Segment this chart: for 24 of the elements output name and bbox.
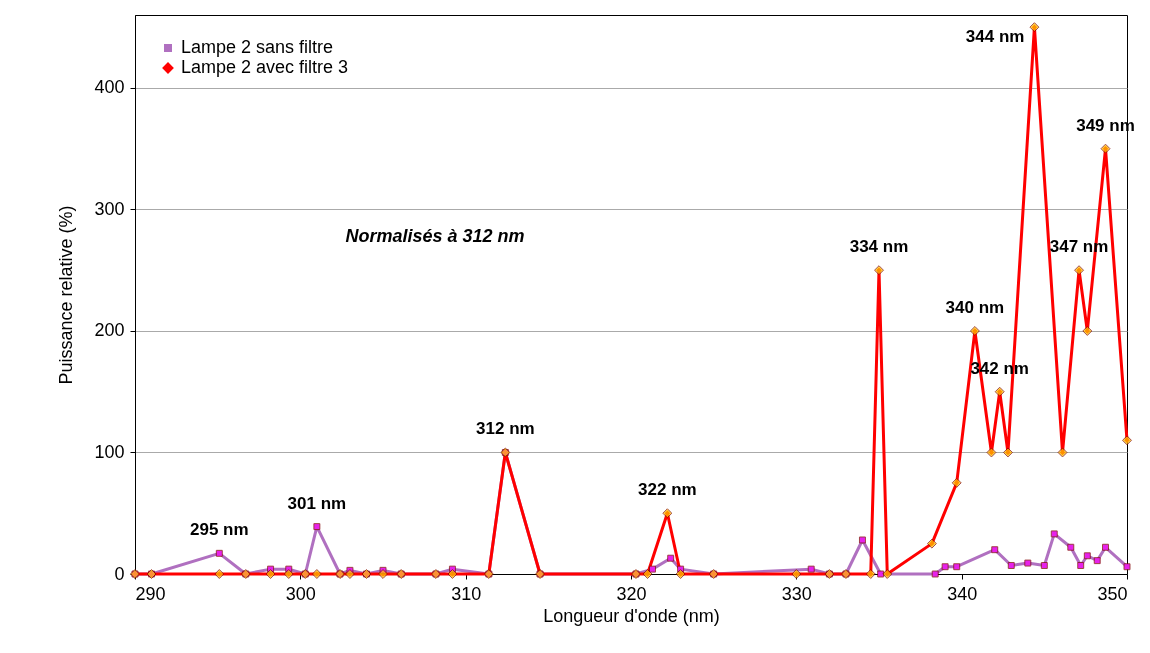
y-axis-title: Puissance relative (%) [56, 205, 77, 385]
y-tick-label: 0 [114, 563, 125, 584]
x-axis-title: Longueur d'onde (nm) [543, 605, 720, 626]
x-tick-label: 320 [616, 583, 647, 604]
legend-label: Lampe 2 sans filtre [181, 37, 334, 57]
annotation: 312 nm [476, 419, 535, 439]
x-tick-label: 310 [451, 583, 482, 604]
y-tick-label: 200 [94, 320, 125, 341]
annotation: 322 nm [638, 480, 697, 500]
x-tick-label: 340 [947, 583, 978, 604]
y-tick-label: 300 [94, 198, 125, 219]
annotation: Normalisés à 312 nm [345, 226, 525, 246]
annotation: 344 nm [965, 27, 1025, 47]
annotation: 295 nm [190, 520, 249, 540]
y-tick-label: 400 [94, 77, 125, 98]
annotation: 334 nm [849, 237, 909, 257]
annotation: 301 nm [287, 493, 347, 513]
x-tick-label: 350 [1097, 583, 1128, 604]
x-tick-label: 330 [781, 583, 812, 604]
annotation: 340 nm [945, 297, 1005, 317]
legend-label: Lampe 2 avec filtre 3 [181, 57, 349, 77]
x-tick-label: 300 [285, 583, 316, 604]
y-tick-label: 100 [94, 441, 125, 462]
x-tick-label: 290 [135, 583, 166, 604]
